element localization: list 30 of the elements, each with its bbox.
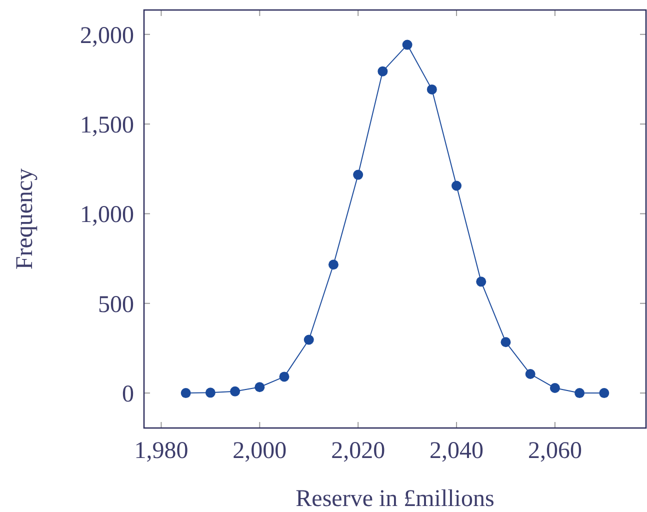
- point: [574, 388, 585, 398]
- point: [328, 260, 338, 270]
- x-tick-label: 2,060: [528, 438, 582, 464]
- point: [426, 84, 437, 94]
- y-axis-title: Frequency: [12, 168, 38, 270]
- point: [230, 386, 240, 396]
- point: [525, 369, 536, 380]
- point: [180, 388, 191, 398]
- y-tick-label: 1,000: [80, 202, 134, 228]
- point: [452, 180, 462, 191]
- point: [279, 372, 290, 382]
- point: [500, 337, 511, 348]
- x-tick-label: 1,980: [134, 438, 188, 464]
- y-tick-label: 1,500: [80, 112, 134, 138]
- point: [304, 334, 314, 345]
- y-tick-label: 0: [122, 381, 134, 408]
- point: [550, 383, 560, 394]
- x-tick-label: 2,020: [331, 438, 386, 464]
- point: [254, 382, 265, 392]
- point: [476, 276, 486, 287]
- point: [599, 388, 610, 398]
- point: [353, 170, 364, 180]
- y-tick-label: 500: [98, 292, 134, 318]
- point: [205, 388, 216, 398]
- x-axis-title: Reserve in £millions: [296, 486, 494, 512]
- y-tick-label: 2,000: [80, 22, 134, 49]
- x-tick-label: 2,000: [232, 438, 287, 464]
- x-tick-label: 2,040: [430, 438, 484, 464]
- point: [378, 66, 388, 76]
- point: [402, 40, 412, 50]
